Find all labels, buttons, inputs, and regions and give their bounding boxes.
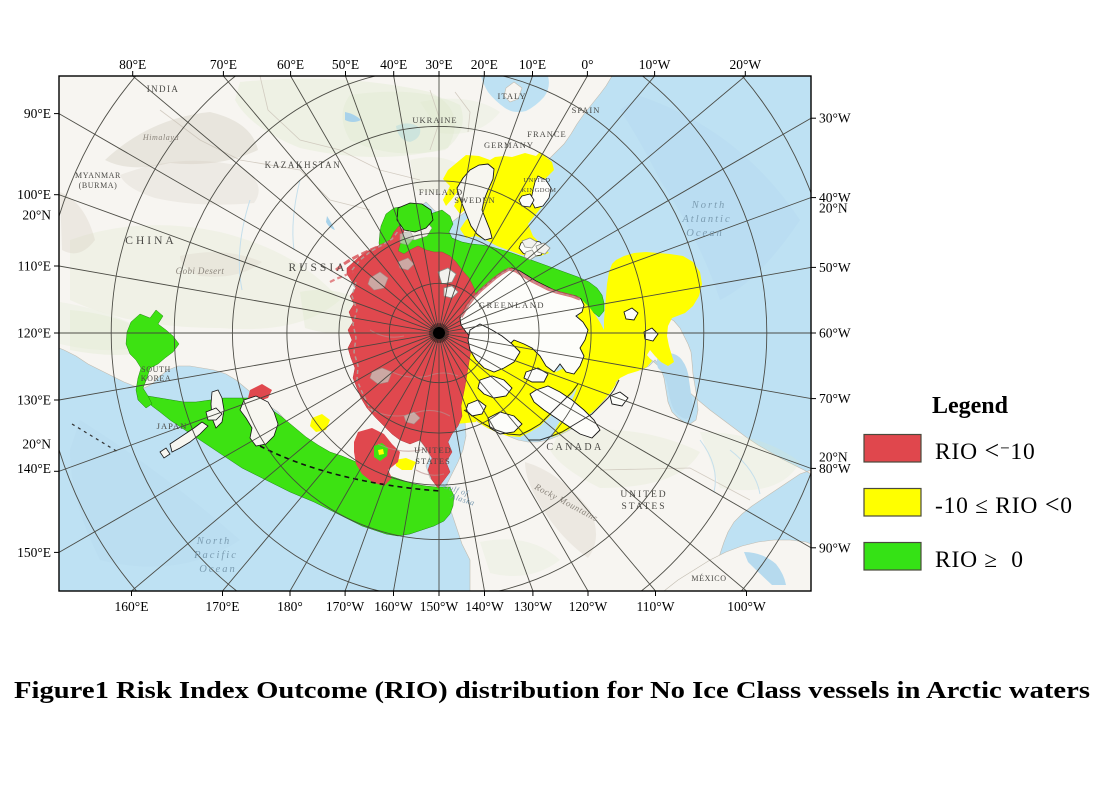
svg-text:KOREA: KOREA — [141, 374, 172, 383]
svg-text:130°W: 130°W — [514, 599, 553, 614]
svg-text:70°E: 70°E — [210, 57, 237, 72]
svg-text:150°E: 150°E — [17, 545, 51, 560]
svg-text:Figure1 Risk Index Outcome (RI: Figure1 Risk Index Outcome (RIO) distrib… — [14, 677, 1090, 704]
svg-text:10°E: 10°E — [519, 57, 546, 72]
svg-text:140°W: 140°W — [465, 599, 504, 614]
svg-text:SPAIN: SPAIN — [572, 105, 601, 115]
svg-text:170°W: 170°W — [326, 599, 365, 614]
svg-text:20°N: 20°N — [22, 208, 51, 223]
svg-text:UNITED: UNITED — [620, 490, 667, 500]
svg-text:90°E: 90°E — [24, 106, 51, 121]
svg-text:-10 ≤ RIO <0: -10 ≤ RIO <0 — [935, 490, 1073, 519]
svg-text:90°W: 90°W — [819, 540, 851, 555]
svg-text:GREENLAND: GREENLAND — [479, 300, 545, 310]
svg-text:120°W: 120°W — [569, 599, 608, 614]
svg-text:FRANCE: FRANCE — [527, 129, 567, 139]
svg-text:UNITED: UNITED — [523, 177, 550, 184]
svg-text:130°E: 130°E — [17, 393, 51, 408]
svg-text:20°N: 20°N — [819, 450, 848, 465]
svg-text:60°E: 60°E — [277, 57, 304, 72]
svg-text:Ocean: Ocean — [686, 228, 723, 239]
svg-text:40°E: 40°E — [380, 57, 407, 72]
svg-text:Legend: Legend — [932, 393, 1009, 419]
svg-text:North: North — [196, 536, 232, 547]
svg-text:UKRAINE: UKRAINE — [412, 115, 457, 125]
svg-text:RUSSIA: RUSSIA — [289, 262, 348, 274]
svg-text:40°W: 40°W — [819, 190, 851, 205]
svg-text:180°: 180° — [277, 599, 303, 614]
svg-text:80°W: 80°W — [819, 461, 851, 476]
svg-text:UNITED: UNITED — [414, 445, 452, 455]
svg-text:RIO ≥ 0: RIO ≥ 0 — [935, 547, 1024, 573]
svg-text:20°N: 20°N — [819, 201, 848, 216]
svg-text:Himalaya: Himalaya — [142, 133, 179, 142]
svg-text:70°W: 70°W — [819, 391, 851, 406]
svg-text:CANADA: CANADA — [546, 442, 603, 453]
svg-text:CHINA: CHINA — [125, 235, 176, 247]
svg-text:80°E: 80°E — [119, 57, 146, 72]
svg-text:SWEDEN: SWEDEN — [454, 195, 495, 205]
svg-text:FINLAND: FINLAND — [419, 187, 463, 197]
svg-text:North: North — [691, 200, 727, 211]
svg-text:60°W: 60°W — [819, 326, 851, 341]
svg-text:Pacific: Pacific — [193, 550, 238, 561]
svg-text:JAPAN: JAPAN — [157, 421, 188, 431]
svg-text:20°N: 20°N — [22, 437, 51, 452]
svg-text:160°W: 160°W — [374, 599, 413, 614]
svg-text:50°W: 50°W — [819, 260, 851, 275]
svg-text:110°W: 110°W — [637, 599, 675, 614]
svg-text:140°E: 140°E — [17, 461, 51, 476]
svg-text:100°E: 100°E — [17, 187, 51, 202]
svg-text:30°W: 30°W — [819, 111, 851, 126]
svg-text:Gobi Desert: Gobi Desert — [176, 266, 225, 276]
svg-text:KINGDOM: KINGDOM — [522, 187, 557, 194]
svg-text:GERMANY: GERMANY — [484, 140, 534, 150]
svg-text:Atlantic: Atlantic — [681, 214, 731, 225]
svg-text:(BURMA): (BURMA) — [79, 181, 118, 190]
svg-text:20°E: 20°E — [471, 57, 498, 72]
svg-text:30°E: 30°E — [425, 57, 452, 72]
svg-text:KAZAKHSTAN: KAZAKHSTAN — [265, 160, 342, 170]
svg-text:RIO <−10: RIO <−10 — [935, 436, 1036, 465]
svg-text:STATES: STATES — [621, 502, 666, 512]
svg-text:MÉXICO: MÉXICO — [691, 573, 726, 583]
svg-text:170°E: 170°E — [206, 599, 240, 614]
svg-text:150°W: 150°W — [420, 599, 459, 614]
svg-text:20°W: 20°W — [729, 57, 761, 72]
svg-text:10°W: 10°W — [639, 57, 671, 72]
svg-text:INDIA: INDIA — [147, 84, 180, 94]
svg-text:Ocean: Ocean — [199, 564, 236, 575]
svg-text:160°E: 160°E — [115, 599, 149, 614]
svg-text:STATES: STATES — [415, 456, 451, 466]
svg-text:50°E: 50°E — [332, 57, 359, 72]
svg-text:0°: 0° — [581, 57, 593, 72]
svg-text:110°E: 110°E — [18, 259, 51, 274]
svg-text:MYANMAR: MYANMAR — [75, 171, 121, 180]
svg-text:120°E: 120°E — [17, 326, 51, 341]
svg-text:ITALY: ITALY — [498, 91, 527, 101]
svg-text:SOUTH: SOUTH — [141, 365, 171, 374]
svg-text:100°W: 100°W — [727, 599, 766, 614]
